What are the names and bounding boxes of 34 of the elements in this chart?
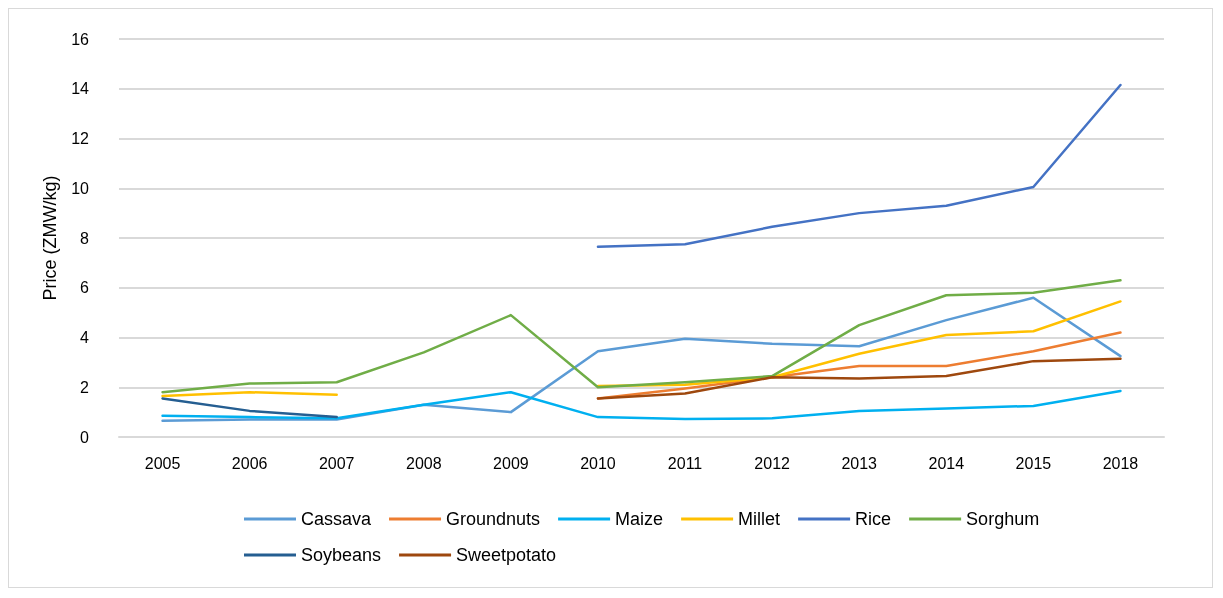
legend-label: Cassava: [301, 509, 373, 529]
y-axis-title: Price (ZMW/kg): [40, 175, 60, 301]
line-series: [596, 357, 1122, 400]
x-tick-label: 2009: [493, 454, 529, 472]
legend-label: Millet: [738, 509, 781, 529]
line-series: [161, 279, 1122, 394]
y-tick-label: 8: [80, 229, 90, 247]
x-tick-label: 2005: [144, 454, 181, 472]
line-series: [596, 83, 1122, 248]
x-tick-label: 2006: [231, 454, 268, 472]
x-tick-label: 2012: [754, 454, 791, 472]
legend-label: Soybeans: [301, 545, 382, 565]
x-tick-label: 2011: [667, 454, 703, 472]
y-tick-label: 16: [71, 30, 90, 48]
x-tick-label: 2013: [841, 454, 878, 472]
legend-label: Rice: [855, 509, 892, 529]
x-tick-label: 2018: [1102, 454, 1139, 472]
y-tick-label: 2: [80, 378, 90, 396]
y-tick-label: 10: [71, 179, 90, 197]
y-tick-label: 0: [80, 428, 90, 446]
x-tick-label: 2008: [405, 454, 442, 472]
y-tick-label: 14: [71, 80, 90, 98]
y-tick-label: 4: [80, 329, 90, 346]
legend-label: Sweetpotato: [456, 545, 557, 565]
x-tick-label: 2014: [928, 454, 965, 472]
x-tick-label: 2007: [318, 454, 355, 472]
legend-label: Groundnuts: [446, 509, 541, 529]
x-tick-label: 2015: [1015, 454, 1052, 472]
x-tick-label: 2010: [580, 454, 616, 472]
y-tick-label: 12: [71, 130, 90, 147]
legend-label: Sorghum: [966, 509, 1040, 529]
line-series: [161, 389, 1122, 421]
y-tick-label: 6: [80, 279, 90, 297]
legend-label: Maize: [615, 509, 664, 529]
